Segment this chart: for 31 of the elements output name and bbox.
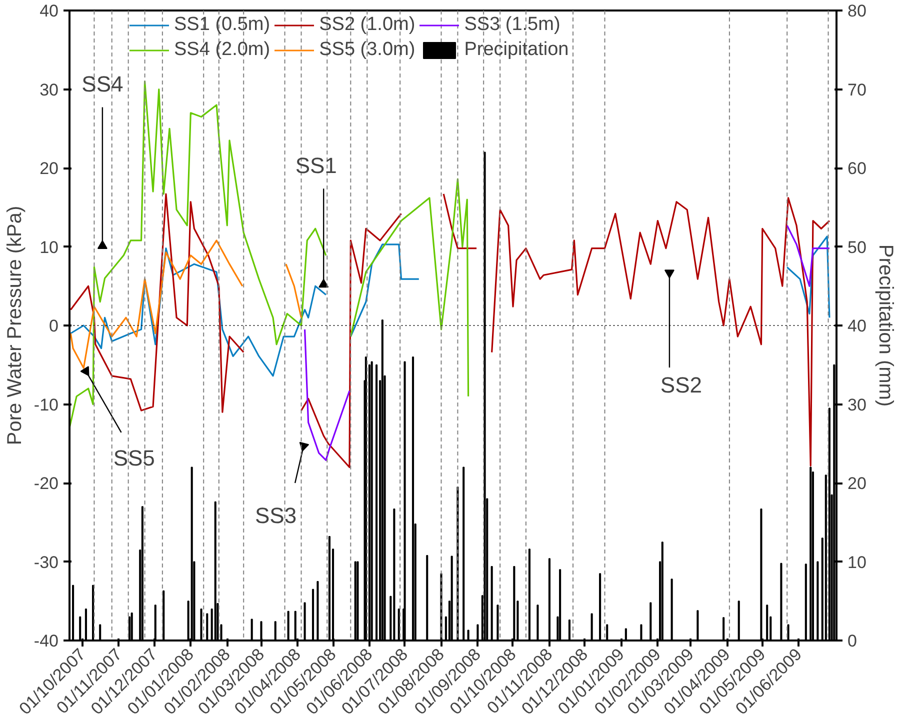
y-tick-label: -20 [34,474,59,493]
legend-label: SS5 (3.0m) [319,39,416,61]
y-tick-label: 20 [40,159,59,178]
y2-tick-label: 30 [848,395,866,414]
y2-tick-label: 70 [848,80,866,100]
legend-label: SS3 (1.5m) [464,14,560,36]
y2-tick-label: 20 [848,474,866,493]
y2-tick-label: 50 [848,238,866,257]
legend-label: SS2 (1.0m) [319,14,416,36]
annotation: SS1 [295,152,337,178]
y-tick-label: -40 [34,632,59,650]
y-tick-label: 0 [49,316,59,336]
y-tick-label: 10 [40,238,59,257]
y2-tick-label: 10 [848,552,866,572]
annotation: SS4 [82,72,124,97]
legend-label: SS1 (0.5m) [174,14,270,36]
y2-tick-label: 60 [848,159,866,178]
legend-label: SS4 (2.0m) [174,39,270,61]
annotation: SS5 [113,445,155,470]
y2-tick-label: 80 [848,2,866,20]
y2-tick-label: 0 [848,632,857,650]
annotation: SS3 [254,502,297,528]
y-tick-label: 40 [40,2,59,20]
annotation: SS2 [660,372,702,398]
y-tick-label: -30 [34,552,59,572]
legend-label: Precipitation [464,39,569,61]
y-tick-label: -10 [34,395,59,414]
y2-tick-label: 40 [848,316,866,336]
y2-axis-title: Precipitation (mm) [874,244,896,407]
y-axis-title: Pore Water Pressure (kPa) [4,206,26,446]
y-tick-label: 30 [40,80,59,100]
